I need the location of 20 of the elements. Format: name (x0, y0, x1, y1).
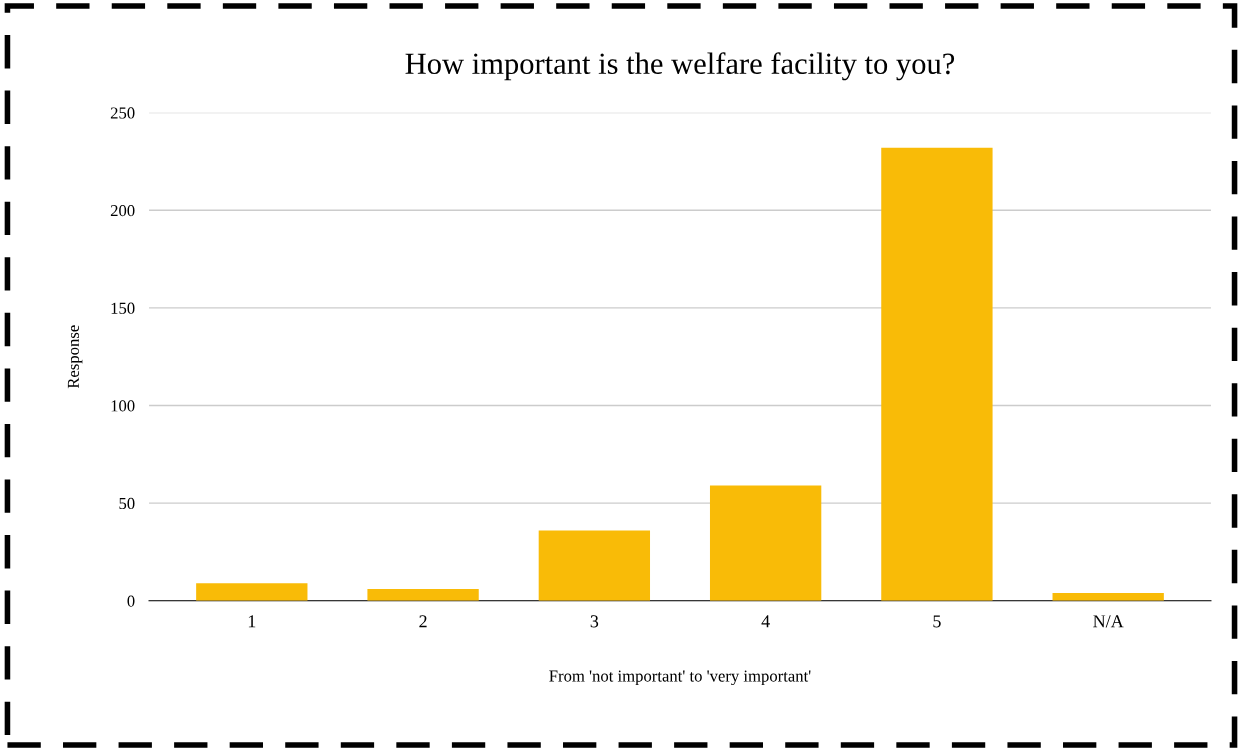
y-tick-label: 100 (111, 400, 135, 412)
bar (538, 530, 651, 601)
y-axis-title: Response (67, 325, 83, 389)
y-tick-label: 50 (119, 497, 135, 510)
x-tick-label: 5 (933, 615, 941, 628)
x-tick-label: 3 (590, 615, 599, 628)
y-tick-label: 200 (110, 204, 135, 217)
bar (709, 485, 822, 601)
x-tick-label: 2 (419, 615, 427, 628)
bar (881, 147, 993, 601)
y-tick-label: 250 (110, 107, 135, 119)
x-tick-label: 1 (248, 615, 256, 628)
chart-title: How important is the welfare facility to you? (405, 52, 955, 81)
x-tick-label: 4 (761, 615, 770, 628)
bar (367, 589, 479, 601)
y-tick-label: 0 (127, 595, 135, 607)
bar (196, 583, 308, 601)
y-tick-label: 150 (111, 302, 135, 314)
x-axis-title: From 'not important' to 'very important' (549, 670, 811, 686)
x-tick-label: N/A (1093, 615, 1124, 628)
